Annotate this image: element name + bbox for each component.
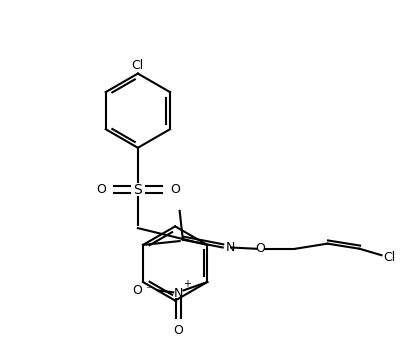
- Text: O: O: [96, 183, 105, 196]
- Text: O: O: [132, 284, 142, 297]
- Text: +: +: [182, 279, 190, 289]
- Text: Cl: Cl: [131, 59, 144, 72]
- Text: O: O: [173, 324, 183, 337]
- Text: O: O: [170, 183, 179, 196]
- Text: N: N: [173, 287, 183, 300]
- Text: ⁻: ⁻: [145, 285, 150, 295]
- Text: Cl: Cl: [382, 251, 395, 264]
- Text: N: N: [225, 241, 234, 254]
- Text: O: O: [254, 242, 264, 255]
- Text: S: S: [133, 183, 142, 197]
